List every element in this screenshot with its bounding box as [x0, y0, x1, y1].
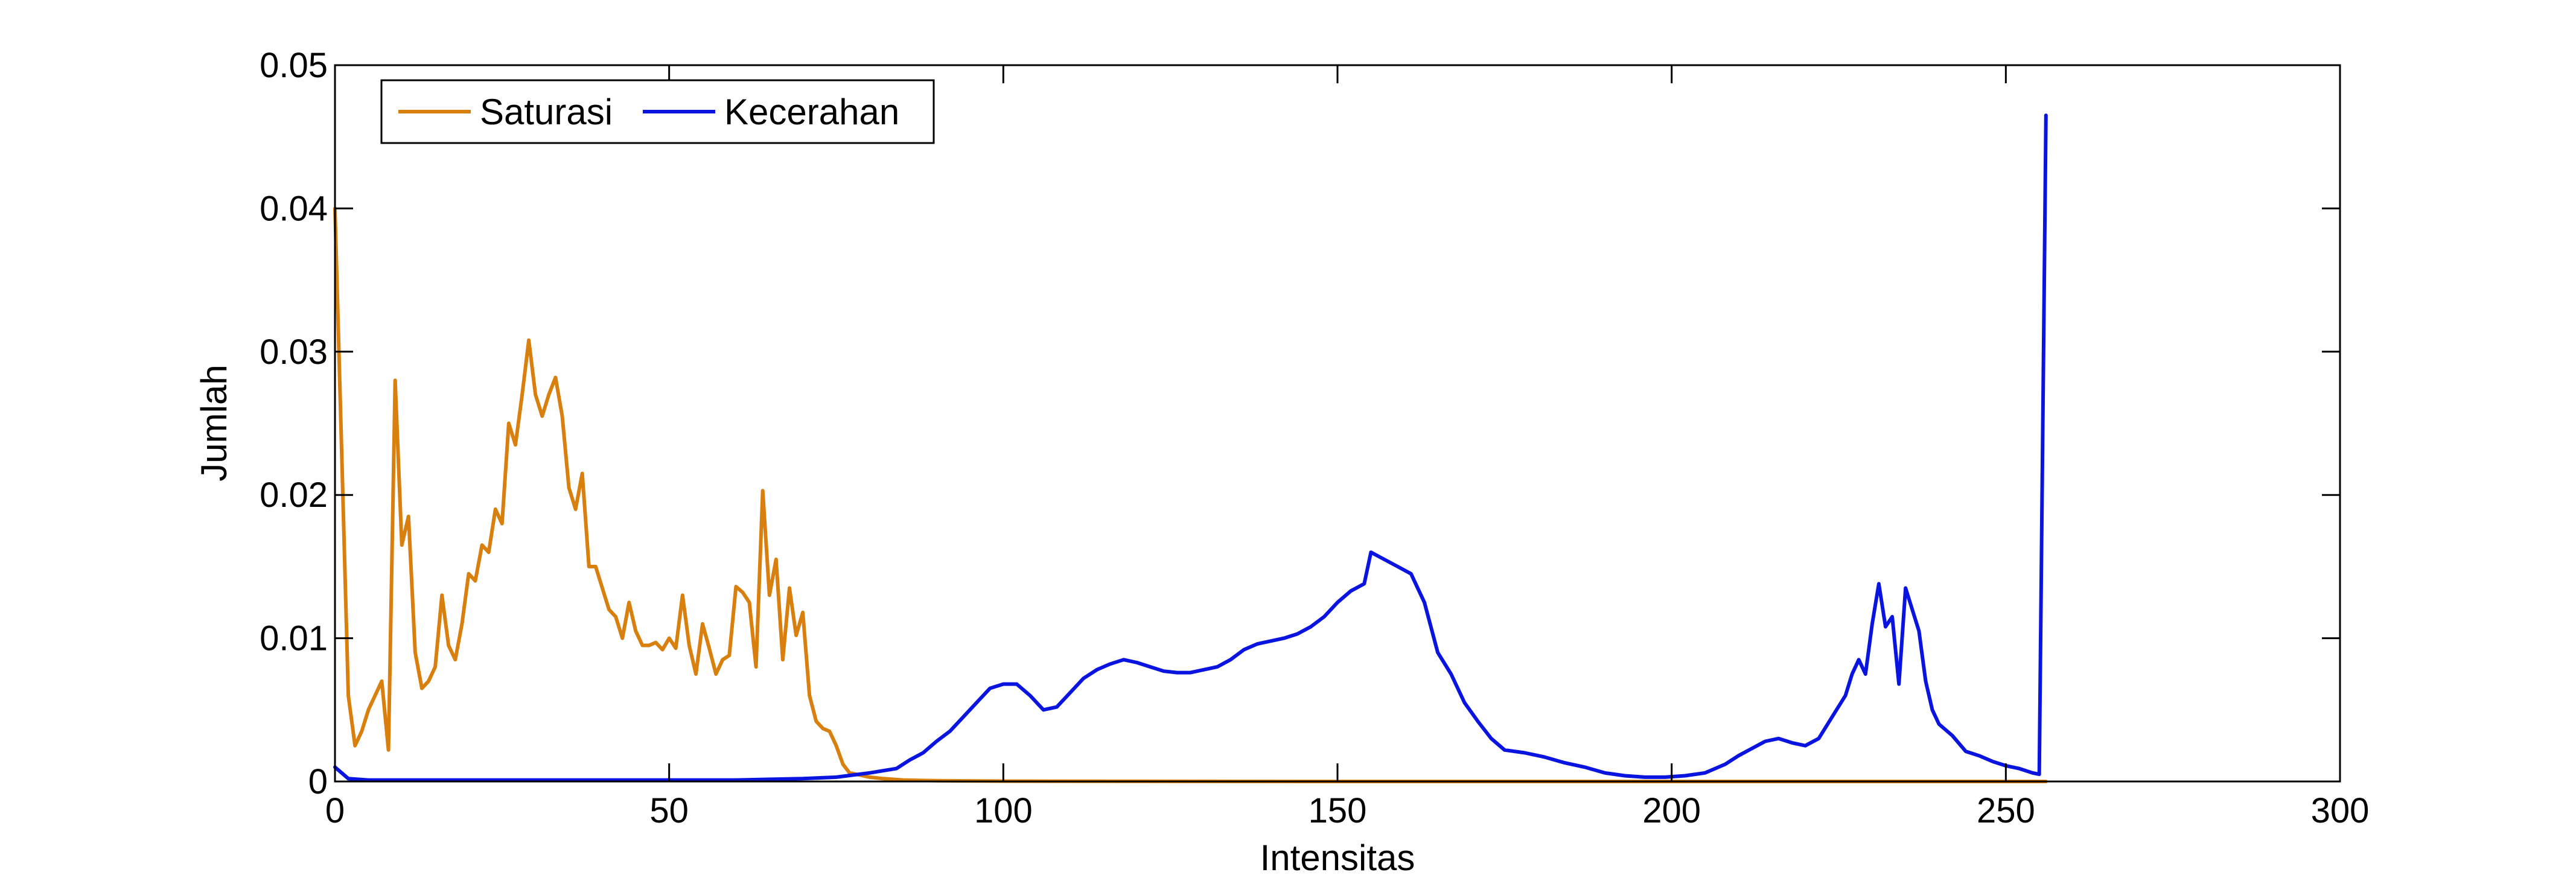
y-tick-label: 0.04 — [260, 189, 328, 228]
y-axis: 0 0.01 0.02 0.03 0.04 0.05 — [260, 46, 2340, 801]
series-layer — [333, 113, 2048, 783]
x-tick-label: 100 — [974, 791, 1033, 830]
y-tick-label: 0.05 — [260, 46, 328, 85]
series-line-saturasi — [333, 206, 2048, 783]
x-tick-label: 150 — [1309, 791, 1367, 830]
legend-label-saturasi: Saturasi — [480, 92, 613, 132]
y-tick-label: 0 — [308, 762, 328, 801]
y-tick-label: 0.03 — [260, 332, 328, 372]
legend: Saturasi Kecerahan — [380, 79, 935, 144]
y-tick-label: 0.01 — [260, 619, 328, 658]
series-line-kecerahan — [333, 113, 2048, 782]
y-axis-label: Jumlah — [194, 364, 234, 481]
x-tick-label: 250 — [1977, 791, 2035, 830]
x-tick-label: 300 — [2311, 791, 2370, 830]
x-tick-label: 0 — [325, 791, 345, 830]
plot-area — [335, 65, 2340, 781]
x-tick-label: 50 — [649, 791, 689, 830]
x-tick-label: 200 — [1642, 791, 1701, 830]
legend-label-kecerahan: Kecerahan — [724, 92, 899, 132]
y-tick-label: 0.02 — [260, 476, 328, 515]
x-axis: 0 50 100 150 200 250 300 — [325, 65, 2370, 830]
x-axis-label: Intensitas — [1260, 838, 1415, 875]
